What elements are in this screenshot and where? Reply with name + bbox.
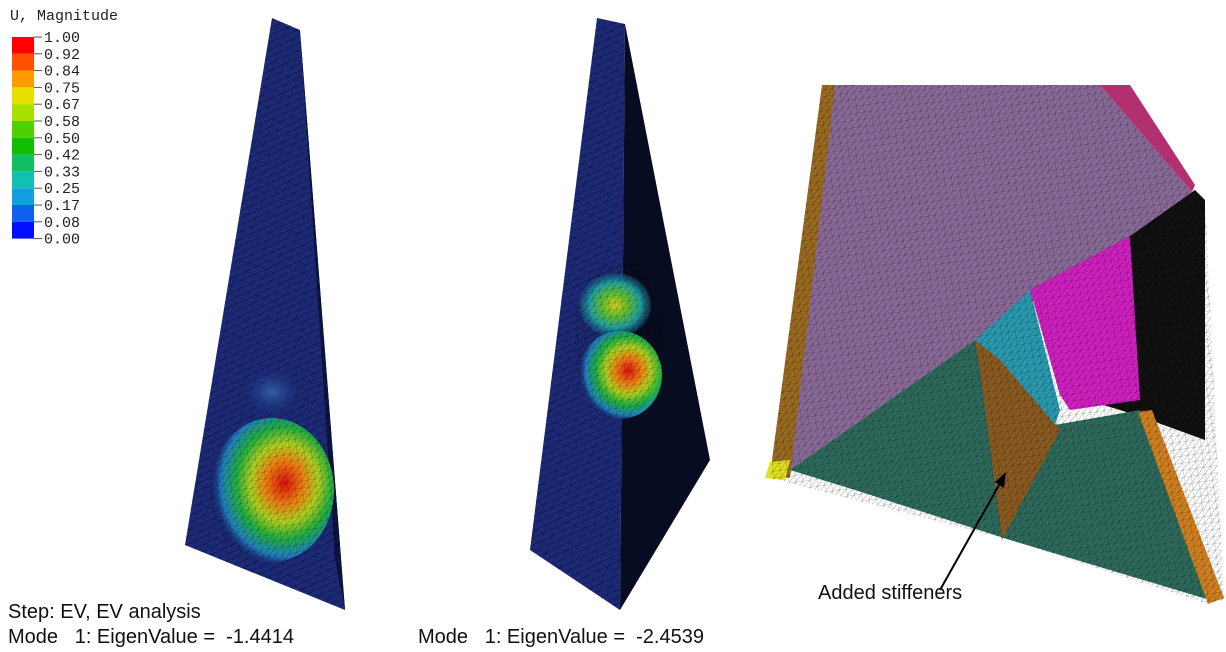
legend-label: 0.58 bbox=[44, 114, 80, 131]
annotation: Added stiffeners bbox=[818, 582, 962, 604]
legend-swatch bbox=[12, 87, 34, 104]
legend-swatch bbox=[12, 188, 34, 205]
legend-swatch bbox=[12, 222, 34, 239]
page: {"legend": {"title": "U, Magnitude", "la… bbox=[0, 0, 1226, 652]
stiffened-model bbox=[765, 85, 1224, 604]
legend-label: 0.42 bbox=[44, 148, 80, 165]
legend-swatch bbox=[12, 37, 34, 54]
legend-label: 0.25 bbox=[44, 181, 80, 198]
legend-label: 0.08 bbox=[44, 215, 80, 232]
figure: U, Magnitude 1.000.920.840.750.670.580.5… bbox=[0, 0, 1226, 652]
legend-label: 0.00 bbox=[44, 232, 80, 249]
legend-swatch bbox=[12, 71, 34, 88]
blade-middle bbox=[530, 18, 710, 610]
legend: U, Magnitude 1.000.920.840.750.670.580.5… bbox=[10, 8, 118, 249]
legend-label: 1.00 bbox=[44, 30, 80, 47]
legend-swatch bbox=[12, 54, 34, 71]
blade-left bbox=[185, 18, 345, 610]
legend-label: 0.50 bbox=[44, 131, 80, 148]
legend-swatch bbox=[12, 155, 34, 172]
legend-label: 0.84 bbox=[44, 64, 80, 81]
legend-label: 0.33 bbox=[44, 164, 80, 181]
legend-swatch bbox=[12, 205, 34, 222]
legend-label: 0.75 bbox=[44, 80, 80, 97]
legend-swatch bbox=[12, 138, 34, 155]
step-caption: Step: EV, EV analysis bbox=[8, 601, 201, 623]
legend-swatch bbox=[12, 171, 34, 188]
mode-caption-left: Mode 1: EigenValue = -1.4414 bbox=[8, 626, 294, 648]
legend-label: 0.92 bbox=[44, 47, 80, 64]
legend-title: U, Magnitude bbox=[10, 8, 118, 25]
legend-swatch bbox=[12, 104, 34, 121]
legend-label: 0.17 bbox=[44, 198, 80, 215]
legend-label: 0.67 bbox=[44, 97, 80, 114]
mode-caption-right: Mode 1: EigenValue = -2.4539 bbox=[418, 626, 704, 648]
legend-swatch bbox=[12, 121, 34, 138]
